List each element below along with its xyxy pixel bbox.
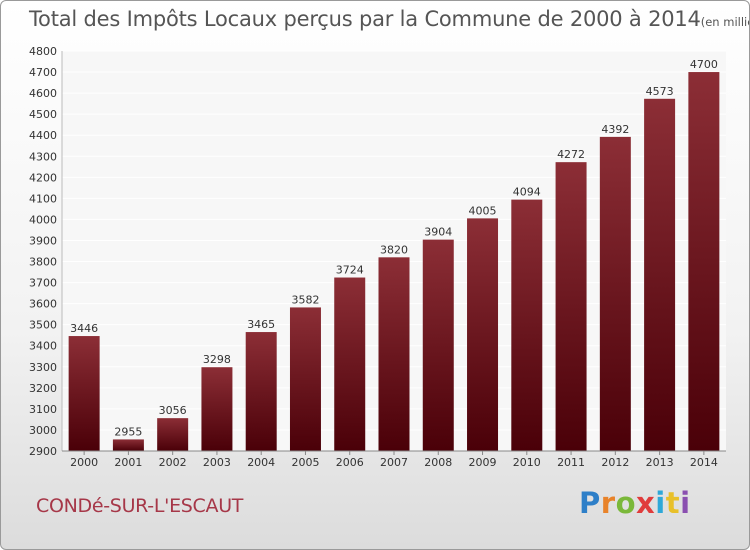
x-tick-label: 2009 <box>469 456 497 469</box>
bar <box>334 277 366 451</box>
bar <box>599 136 631 452</box>
x-tick-label: 2011 <box>557 456 585 469</box>
bar <box>511 199 543 451</box>
y-tick-label: 3300 <box>29 361 57 374</box>
x-axis: 2000 2001 2002 2003 2004 2005 2006 2007 2008 2009… <box>62 450 726 469</box>
x-tick-label: 2008 <box>424 456 452 469</box>
y-tick-label: 4500 <box>29 108 57 121</box>
bar <box>157 418 189 451</box>
x-tick-label: 2003 <box>203 456 231 469</box>
x-tick-label: 2002 <box>159 456 187 469</box>
y-tick-label: 4200 <box>29 171 57 184</box>
y-tick-label: 3500 <box>29 319 57 332</box>
bar-value-label: 2955 <box>114 425 142 438</box>
bar-value-label: 3056 <box>159 404 187 417</box>
bar-value-label: 3724 <box>336 264 364 277</box>
bar <box>68 336 100 451</box>
bar <box>201 367 233 451</box>
y-tick-label: 4300 <box>29 150 57 163</box>
logo-letter: i <box>655 486 666 520</box>
y-tick-label: 3400 <box>29 340 57 353</box>
logo-letter: o <box>615 486 637 520</box>
x-tick-label: 2010 <box>513 456 541 469</box>
x-tick-label: 2006 <box>336 456 364 469</box>
bar-value-label: 4005 <box>469 204 497 217</box>
commune-name: CONDé-SUR-L'ESCAUT <box>36 495 244 517</box>
bar-value-label: 3820 <box>380 243 408 256</box>
bar-value-label: 4700 <box>690 58 718 71</box>
bar <box>378 257 410 451</box>
x-tick-label: 2000 <box>70 456 98 469</box>
bar <box>688 72 720 451</box>
logo-letter: t <box>665 486 681 520</box>
y-tick-label: 3900 <box>29 234 57 247</box>
y-tick-label: 4000 <box>29 213 57 226</box>
bar-value-label: 3446 <box>70 322 98 335</box>
x-tick-label: 2004 <box>247 456 275 469</box>
bar-value-label: 3298 <box>203 353 231 366</box>
bar <box>245 332 277 451</box>
bar-value-label: 4573 <box>646 85 674 98</box>
bar-value-label: 4272 <box>557 148 585 161</box>
y-tick-label: 2900 <box>29 445 57 458</box>
bar <box>467 218 499 451</box>
y-axis: 2900 3000 3100 3200 3300 3400 3500 3600 3700 3800… <box>29 45 63 458</box>
x-tick-label: 2014 <box>690 456 718 469</box>
y-tick-label: 3000 <box>29 424 57 437</box>
bar-value-label: 3904 <box>424 226 452 239</box>
x-tick-label: 2001 <box>114 456 142 469</box>
bar <box>644 98 676 451</box>
bars: 3446 2955 3056 3298 3465 3582 3724 3820 3904 4005… <box>68 58 720 452</box>
logo-letter: r <box>600 486 616 520</box>
logo-letter: x <box>636 486 656 520</box>
y-tick-label: 3100 <box>29 403 57 416</box>
bar <box>112 439 144 451</box>
y-tick-label: 3800 <box>29 256 57 269</box>
logo-letter: P <box>579 486 601 520</box>
proxiti-logo: Proxiti <box>579 486 691 520</box>
bar <box>289 307 321 451</box>
bar <box>422 239 454 451</box>
bar <box>555 162 587 451</box>
chart-unit-label: (en milliers d'€) <box>700 15 749 29</box>
y-tick-label: 3700 <box>29 277 57 290</box>
logo-letter: i <box>680 486 691 520</box>
bar-value-label: 3582 <box>291 293 319 306</box>
bar-value-label: 4094 <box>513 186 541 199</box>
y-tick-label: 4700 <box>29 66 57 79</box>
y-tick-label: 4400 <box>29 129 57 142</box>
y-tick-label: 3600 <box>29 298 57 311</box>
bar-value-label: 3465 <box>247 318 275 331</box>
chart-title-text: Total des Impôts Locaux perçus par la Co… <box>29 7 701 31</box>
x-tick-label: 2007 <box>380 456 408 469</box>
y-tick-label: 4800 <box>29 45 57 58</box>
y-tick-label: 3200 <box>29 382 57 395</box>
chart-title: Total des Impôts Locaux perçus par la Co… <box>29 7 749 31</box>
y-tick-label: 4600 <box>29 87 57 100</box>
x-tick-label: 2013 <box>646 456 674 469</box>
x-tick-label: 2012 <box>601 456 629 469</box>
y-tick-label: 4100 <box>29 192 57 205</box>
bar-value-label: 4392 <box>601 123 629 136</box>
x-tick-label: 2005 <box>291 456 319 469</box>
